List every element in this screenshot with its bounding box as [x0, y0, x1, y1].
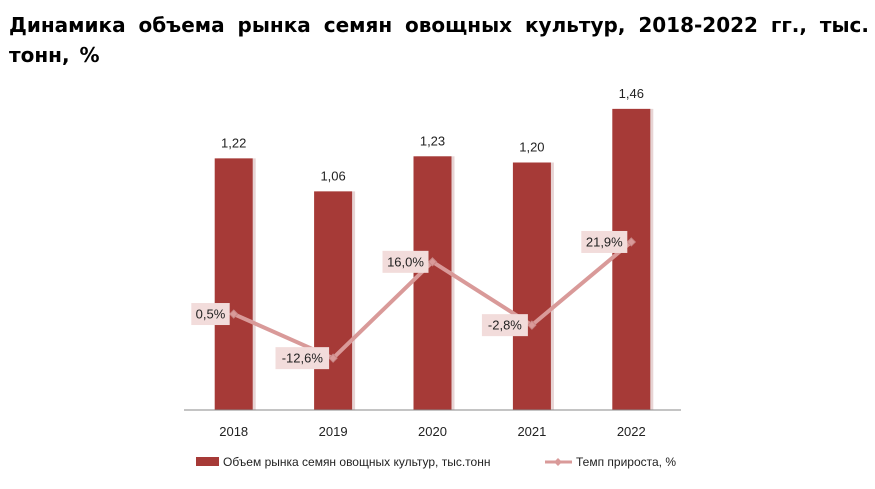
bar — [512, 162, 551, 410]
growth-label-box — [191, 303, 230, 326]
growth-label-box — [581, 230, 628, 253]
bar — [314, 191, 353, 410]
growth-label-box — [275, 347, 330, 370]
bar-value-labels: 1,22 1,06 1,23 1,20 1,46 — [221, 86, 644, 184]
bar-value-label: 1,06 — [320, 168, 345, 183]
growth-value-label: 0,5% — [196, 307, 226, 322]
growth-point — [228, 309, 239, 319]
growth-label-box — [382, 250, 429, 273]
x-tick-label: 2022 — [617, 424, 646, 439]
growth-line-series: 0,5% -12,6% 16,0% -2,8% 21,9% — [191, 230, 637, 370]
growth-value-label: -12,6% — [282, 351, 324, 366]
growth-value-label: 16,0% — [387, 254, 424, 269]
growth-point — [427, 257, 438, 267]
x-tick-label: 2018 — [219, 424, 248, 439]
growth-value-label: 21,9% — [586, 234, 623, 249]
x-tick-label: 2021 — [517, 424, 546, 439]
growth-point — [328, 353, 338, 363]
legend-label-bar: Объем рынка семян овощных культур, тыс.т… — [223, 455, 490, 469]
bar — [214, 158, 253, 410]
growth-point — [626, 237, 637, 247]
bar-value-label: 1,23 — [420, 133, 445, 148]
bar-value-label: 1,22 — [221, 135, 246, 150]
growth-value-label: -2,8% — [488, 318, 522, 333]
bar-value-label: 1,46 — [619, 86, 644, 101]
bar — [413, 156, 452, 410]
bar-series — [214, 108, 651, 410]
bar-value-label: 1,20 — [519, 140, 544, 155]
legend-swatch-marker — [554, 458, 562, 466]
legend-swatch-bar — [196, 457, 219, 466]
legend: Объем рынка семян овощных культур, тыс.т… — [196, 455, 676, 469]
x-tick-labels: 2018 2019 2020 2021 2022 — [219, 424, 646, 439]
bar — [612, 108, 651, 410]
chart-title: Динамика объема рынка семян овощных куль… — [9, 13, 869, 67]
growth-point — [527, 320, 537, 330]
growth-label-box — [481, 314, 528, 337]
x-tick-label: 2020 — [418, 424, 447, 439]
legend-label-line: Темп прироста, % — [576, 455, 676, 469]
x-tick-label: 2019 — [319, 424, 348, 439]
